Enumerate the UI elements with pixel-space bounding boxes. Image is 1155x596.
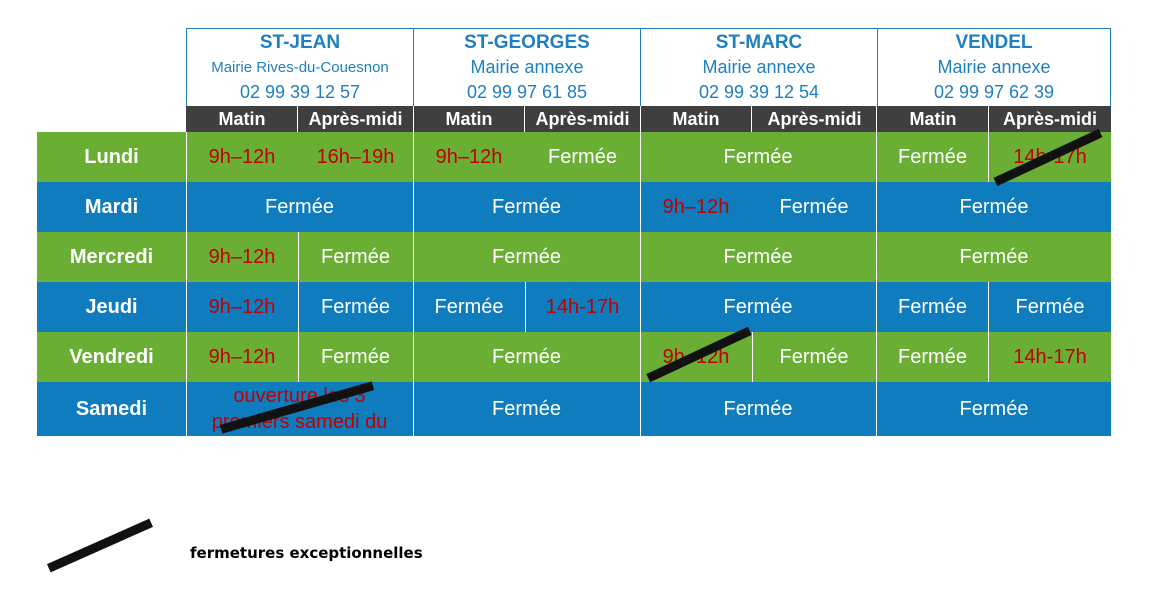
hours-cell: 9h–12h bbox=[208, 295, 276, 318]
saturday-note-line: premiers samedi du bbox=[211, 411, 388, 433]
closed-cell: Fermée bbox=[779, 195, 849, 218]
town-phone: 02 99 97 62 39 bbox=[933, 82, 1055, 102]
subheader-pm: Après-midi bbox=[989, 106, 1111, 132]
town-office: Mairie annexe bbox=[702, 57, 816, 77]
hours-cell: 14h-17h bbox=[545, 295, 620, 318]
closed-cell: Fermée bbox=[723, 397, 793, 420]
subheader-am: Matin bbox=[640, 106, 752, 132]
subheader-divider bbox=[413, 106, 414, 132]
column-divider bbox=[186, 132, 187, 436]
closed-cell: Fermée bbox=[492, 245, 561, 268]
town-name: ST-GEORGES bbox=[464, 32, 590, 53]
subheader-pm: Après-midi bbox=[752, 106, 877, 132]
subheader-divider bbox=[640, 106, 641, 132]
column-divider bbox=[876, 132, 877, 436]
subheader-divider bbox=[751, 106, 752, 132]
town-header-st-marc: ST-MARC Mairie annexe 02 99 39 12 54 bbox=[640, 28, 878, 107]
closed-cell: Fermée bbox=[434, 295, 504, 318]
closed-cell: Fermée bbox=[723, 245, 793, 268]
subheader-pm: Après-midi bbox=[525, 106, 640, 132]
closed-cell: Fermée bbox=[959, 397, 1029, 420]
day-label-samedi: Samedi bbox=[75, 397, 148, 420]
town-header-st-jean: ST-JEAN Mairie Rives-du-Couesnon 02 99 3… bbox=[186, 28, 414, 107]
town-name: VENDEL bbox=[955, 32, 1033, 53]
hours-cell: 9h–12h bbox=[662, 195, 730, 218]
closed-cell: Fermée bbox=[321, 295, 390, 318]
cell-divider bbox=[298, 232, 299, 382]
town-office: Mairie Rives-du-Couesnon bbox=[211, 59, 389, 76]
row-mercredi bbox=[37, 232, 1111, 282]
subheader-am: Matin bbox=[877, 106, 989, 132]
town-phone: 02 99 97 61 85 bbox=[466, 82, 588, 102]
legend-label: fermetures exceptionnelles bbox=[190, 544, 423, 562]
closed-cell: Fermée bbox=[548, 145, 617, 168]
subheader-pm: Après-midi bbox=[298, 106, 413, 132]
hours-cell: 9h–12h bbox=[208, 345, 276, 368]
cell-divider bbox=[752, 332, 753, 382]
closed-cell: Fermée bbox=[898, 295, 967, 318]
closed-cell: Fermée bbox=[779, 345, 849, 368]
day-label-vendredi: Vendredi bbox=[69, 345, 154, 368]
closed-cell: Fermée bbox=[321, 245, 390, 268]
closed-cell: Fermée bbox=[492, 397, 561, 420]
subheader-divider bbox=[297, 106, 298, 132]
closed-cell: Fermée bbox=[898, 145, 967, 168]
town-phone: 02 99 39 12 57 bbox=[239, 82, 361, 102]
legend-mark bbox=[47, 518, 153, 573]
town-office: Mairie annexe bbox=[937, 57, 1051, 77]
town-name: ST-MARC bbox=[715, 32, 803, 53]
row-mardi bbox=[37, 182, 1111, 232]
row-vendredi bbox=[37, 332, 1111, 382]
column-divider bbox=[413, 132, 414, 436]
subheader-divider bbox=[524, 106, 525, 132]
subheader-divider bbox=[876, 106, 877, 132]
day-label-lundi: Lundi bbox=[84, 145, 139, 168]
closed-cell: Fermée bbox=[898, 345, 967, 368]
subheader-am: Matin bbox=[186, 106, 298, 132]
closed-cell: Fermée bbox=[321, 345, 390, 368]
closed-cell: Fermée bbox=[492, 195, 561, 218]
town-phone: 02 99 39 12 54 bbox=[698, 82, 820, 102]
cell-divider bbox=[525, 282, 526, 332]
closed-cell: Fermée bbox=[959, 245, 1029, 268]
hours-cell: 9h–12h bbox=[435, 145, 503, 168]
hours-cell: 16h–19h bbox=[316, 145, 395, 168]
closed-cell: Fermée bbox=[492, 345, 561, 368]
row-jeudi bbox=[37, 282, 1111, 332]
subheader-am: Matin bbox=[413, 106, 525, 132]
subheader-divider bbox=[988, 106, 989, 132]
town-office: Mairie annexe bbox=[470, 57, 584, 77]
cell-divider bbox=[988, 282, 989, 382]
town-header-st-georges: ST-GEORGES Mairie annexe 02 99 97 61 85 bbox=[413, 28, 641, 107]
row-samedi bbox=[37, 382, 1111, 436]
closed-cell: Fermée bbox=[265, 195, 334, 218]
closed-cell: Fermée bbox=[723, 145, 793, 168]
closed-cell: Fermée bbox=[723, 295, 793, 318]
day-label-mardi: Mardi bbox=[84, 195, 139, 218]
row-lundi bbox=[37, 132, 1111, 182]
hours-cell: 9h–12h bbox=[208, 145, 276, 168]
cell-divider bbox=[988, 132, 989, 182]
closed-cell: Fermée bbox=[959, 195, 1029, 218]
day-label-jeudi: Jeudi bbox=[85, 295, 138, 318]
column-divider bbox=[640, 132, 641, 436]
town-name: ST-JEAN bbox=[259, 32, 341, 53]
hours-cell: 14h-17h bbox=[1013, 345, 1087, 368]
hours-cell: 9h–12h bbox=[208, 245, 276, 268]
town-header-vendel: VENDEL Mairie annexe 02 99 97 62 39 bbox=[877, 28, 1111, 107]
day-label-mercredi: Mercredi bbox=[69, 245, 154, 268]
closed-cell: Fermée bbox=[1015, 295, 1085, 318]
